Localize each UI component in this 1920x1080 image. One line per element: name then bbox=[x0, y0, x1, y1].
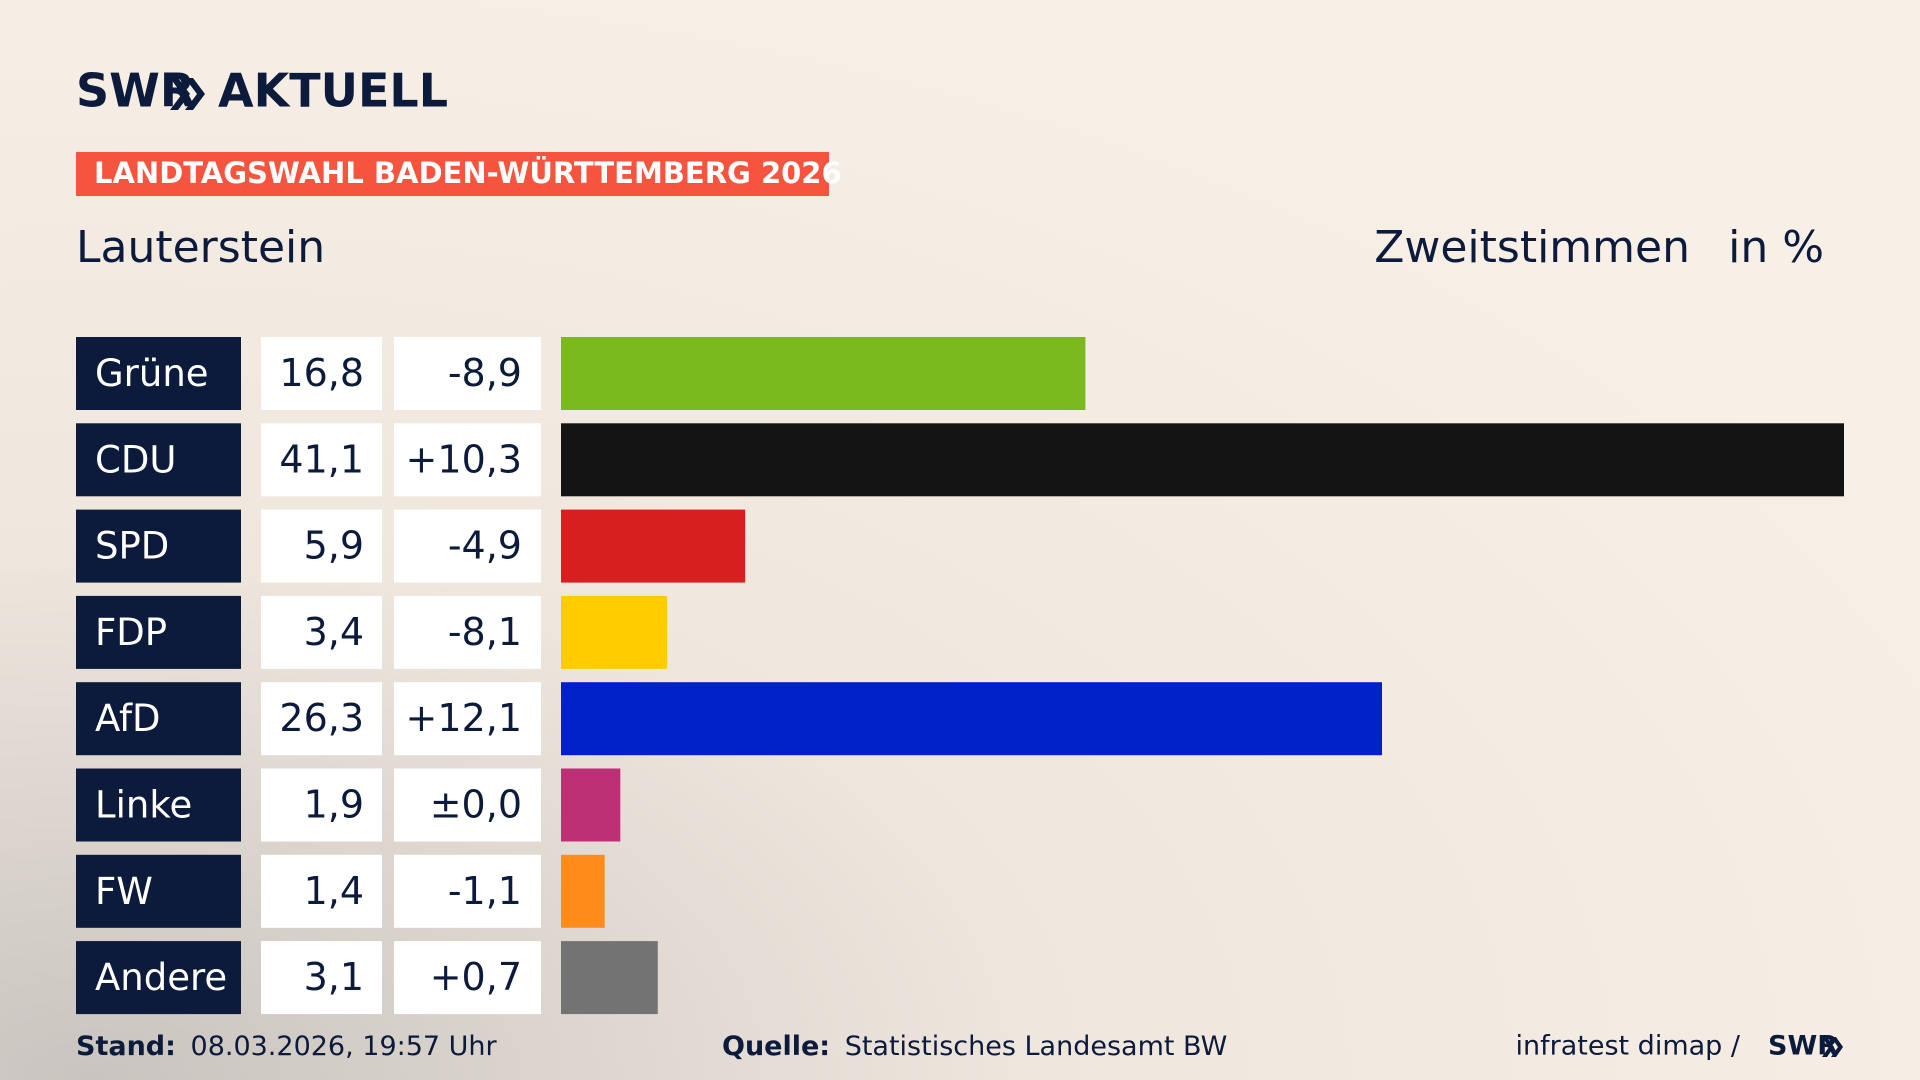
banner: LANDTAGSWAHL BADEN-WÜRTTEMBERG 2026 bbox=[94, 156, 842, 190]
bar bbox=[561, 509, 746, 583]
change-label: +10,3 bbox=[406, 437, 522, 481]
footer-left: Stand: 08.03.2026, 19:57 Uhr bbox=[76, 1031, 498, 1062]
credit: infratest dimap / bbox=[1515, 1031, 1740, 1062]
change-box bbox=[394, 941, 541, 1015]
party-name: SPD bbox=[95, 525, 169, 568]
party-box bbox=[76, 595, 241, 669]
change-label: -1,1 bbox=[448, 869, 522, 913]
party-box bbox=[76, 768, 241, 842]
bar bbox=[561, 423, 1844, 497]
footer-source: Quelle: Statistisches Landesamt BW bbox=[722, 1031, 1227, 1062]
change-label: ±0,0 bbox=[430, 783, 522, 827]
change-box bbox=[394, 595, 541, 669]
value-box bbox=[261, 509, 382, 583]
value-box bbox=[261, 941, 382, 1015]
logo-chevrons bbox=[170, 78, 205, 110]
source: Statistisches Landesamt BW bbox=[845, 1031, 1228, 1062]
value-box bbox=[261, 337, 382, 410]
change-box bbox=[394, 682, 541, 756]
value-box bbox=[261, 682, 382, 756]
value-label: 5,9 bbox=[304, 524, 364, 568]
value-label: 1,9 bbox=[304, 783, 364, 827]
banner-box bbox=[76, 152, 829, 196]
party-box bbox=[76, 423, 241, 497]
bar bbox=[561, 941, 658, 1015]
value-label: 16,8 bbox=[279, 351, 364, 395]
bar bbox=[561, 854, 605, 928]
unit: in % bbox=[1728, 222, 1824, 273]
party-name: Andere bbox=[95, 956, 227, 999]
party-box bbox=[76, 941, 241, 1015]
value-box bbox=[261, 768, 382, 842]
party-box bbox=[76, 854, 241, 928]
bar bbox=[561, 595, 668, 669]
change-box bbox=[394, 509, 541, 583]
bar bbox=[561, 337, 1086, 410]
change-label: -4,9 bbox=[448, 524, 522, 568]
change-box bbox=[394, 423, 541, 497]
change-label: -8,9 bbox=[448, 351, 522, 395]
party-name: CDU bbox=[95, 438, 176, 481]
logo-name: AKTUELL bbox=[218, 64, 448, 118]
bar bbox=[561, 682, 1382, 756]
change-box bbox=[394, 337, 541, 410]
value-box bbox=[261, 854, 382, 928]
value-box bbox=[261, 423, 382, 497]
party-box bbox=[76, 682, 241, 756]
change-box bbox=[394, 854, 541, 928]
value-label: 3,4 bbox=[304, 610, 364, 654]
credit-chevrons bbox=[1822, 1037, 1843, 1057]
stand: 08.03.2026, 19:57 Uhr bbox=[191, 1031, 498, 1062]
vote-type: Zweitstimmen bbox=[1374, 222, 1690, 273]
change-label: +0,7 bbox=[430, 955, 522, 999]
place: Lauterstein bbox=[76, 222, 325, 273]
party-name: FDP bbox=[95, 611, 167, 654]
value-label: 41,1 bbox=[279, 437, 364, 481]
change-label: +12,1 bbox=[406, 696, 522, 740]
credit-logo: SWR bbox=[1768, 1031, 1838, 1062]
party-name: Grüne bbox=[95, 352, 209, 395]
value-label: 26,3 bbox=[279, 696, 364, 740]
value-label: 1,4 bbox=[304, 869, 364, 913]
bar bbox=[561, 768, 621, 842]
party-box bbox=[76, 337, 241, 410]
value-box bbox=[261, 595, 382, 669]
party-box bbox=[76, 509, 241, 583]
change-label: -8,1 bbox=[448, 610, 522, 654]
party-name: AfD bbox=[95, 697, 161, 740]
source-label: Quelle: bbox=[722, 1031, 830, 1062]
stand-label: Stand: bbox=[76, 1031, 176, 1062]
party-name: Linke bbox=[95, 784, 192, 827]
party-name: FW bbox=[95, 870, 153, 913]
change-box bbox=[394, 768, 541, 842]
value-label: 3,1 bbox=[304, 955, 364, 999]
